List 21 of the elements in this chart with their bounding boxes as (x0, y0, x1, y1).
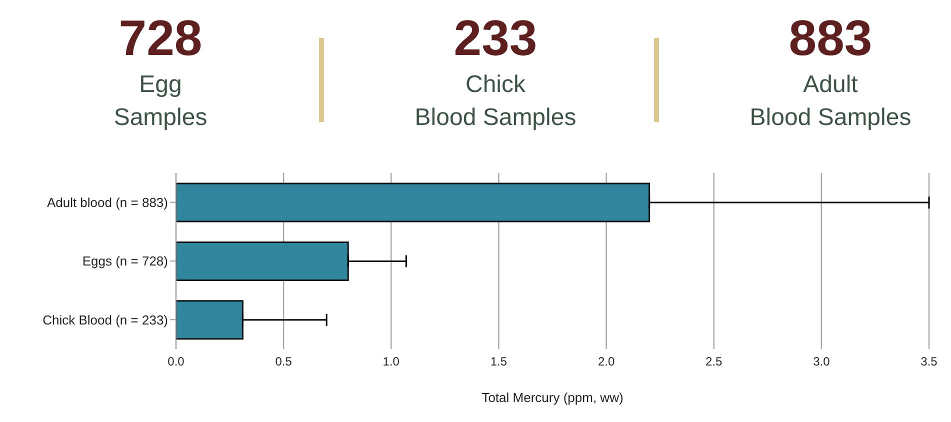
text: Chick Blood Samples (414, 70, 578, 133)
bar (176, 300, 244, 340)
x-tick-label: 2.0 (598, 354, 615, 369)
text: 883 (788, 9, 874, 68)
text: 233 (452, 9, 538, 68)
x-axis-title: Total Mercury (ppm, ww) (480, 390, 624, 406)
x-tick-label: 0.5 (275, 354, 292, 369)
x-tick-label: 3.0 (813, 354, 830, 369)
y-tick-label: Eggs (n = 728) (82, 254, 168, 269)
text: 728 (118, 9, 204, 68)
text: Adult Blood Samples (748, 70, 912, 133)
text: Egg Samples (112, 70, 208, 133)
x-tick-label: 3.5 (920, 354, 938, 369)
bar (176, 241, 349, 281)
x-tick-label: 0.0 (168, 354, 185, 369)
x-tick-label: 1.0 (382, 354, 400, 369)
y-tick-label: Chick Blood (n = 233) (42, 312, 168, 328)
y-tick-label: Adult blood (n = 883) (46, 194, 168, 210)
x-tick-label: 1.5 (490, 354, 508, 369)
x-tick-label: 2.5 (706, 354, 723, 369)
bar (176, 182, 650, 222)
